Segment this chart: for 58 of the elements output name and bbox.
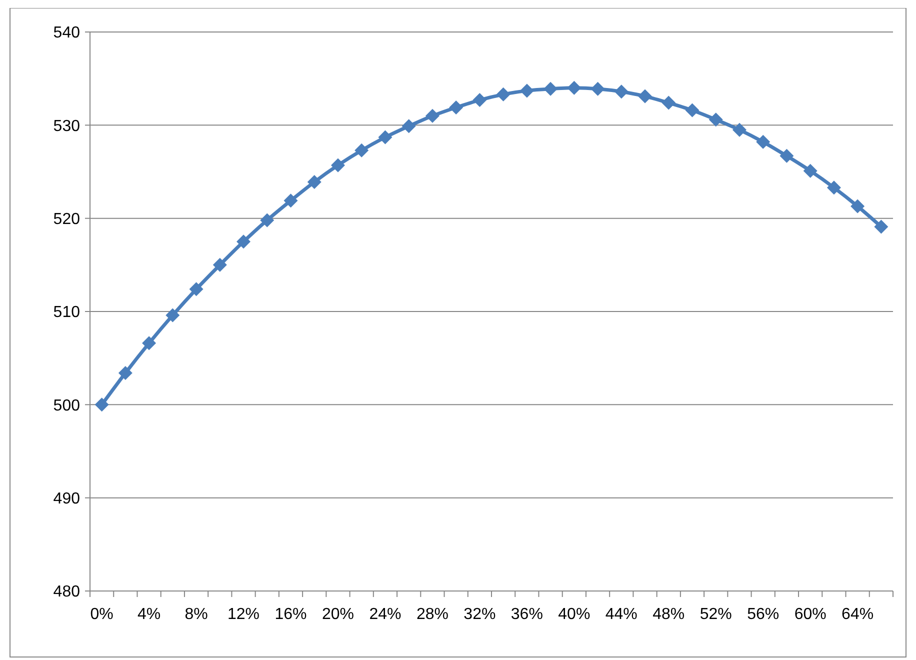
x-tick-label: 56%	[747, 606, 780, 623]
x-tick-label: 28%	[416, 606, 448, 623]
point	[780, 148, 794, 163]
x-tick-label: 4%	[137, 606, 161, 623]
point	[590, 82, 605, 96]
y-tick-label: 530	[53, 118, 80, 135]
point	[567, 80, 582, 95]
point	[850, 199, 865, 214]
x-tick-label: 20%	[322, 606, 354, 623]
x-tick-label: 40%	[558, 606, 590, 623]
point	[496, 87, 510, 102]
point	[472, 93, 487, 108]
point	[425, 108, 440, 123]
x-tick-label: 24%	[369, 606, 402, 623]
y-tick-label: 540	[53, 24, 80, 42]
point	[94, 398, 109, 412]
y-tick-label: 490	[53, 490, 80, 508]
point	[708, 112, 723, 127]
y-tick-label: 480	[53, 584, 80, 601]
point	[142, 336, 156, 350]
point	[520, 84, 534, 98]
x-tick-label: 32%	[464, 606, 496, 623]
y-tick-label: 500	[53, 397, 80, 414]
x-tick-label: 64%	[842, 606, 874, 623]
point	[354, 143, 369, 158]
point	[166, 308, 180, 322]
point	[662, 96, 676, 110]
point	[378, 130, 392, 144]
x-tick-label: 12%	[228, 606, 260, 623]
point	[826, 180, 841, 195]
x-tick-label: 52%	[700, 606, 732, 623]
x-tick-label: 60%	[794, 606, 826, 623]
x-tick-label: 8%	[184, 606, 208, 623]
point	[614, 84, 628, 99]
point	[118, 366, 132, 380]
x-tick-label: 44%	[605, 606, 638, 623]
x-tick-label: 48%	[652, 606, 685, 623]
point	[544, 82, 558, 96]
point	[260, 213, 274, 228]
point	[189, 282, 204, 296]
point	[236, 234, 251, 249]
x-tick-label: 0%	[90, 606, 114, 623]
y-tick-label: 510	[53, 304, 80, 322]
point	[638, 89, 652, 104]
point	[212, 258, 227, 272]
point	[449, 100, 464, 114]
point	[402, 119, 416, 134]
y-tick-label: 520	[53, 210, 80, 228]
x-tick-label: 36%	[510, 606, 543, 623]
point	[756, 134, 770, 149]
point	[874, 220, 888, 234]
point	[330, 158, 345, 172]
x-tick-label: 16%	[274, 606, 307, 623]
point	[685, 103, 700, 118]
point	[803, 164, 818, 178]
point	[732, 122, 746, 137]
point	[307, 175, 322, 189]
point	[284, 194, 298, 208]
